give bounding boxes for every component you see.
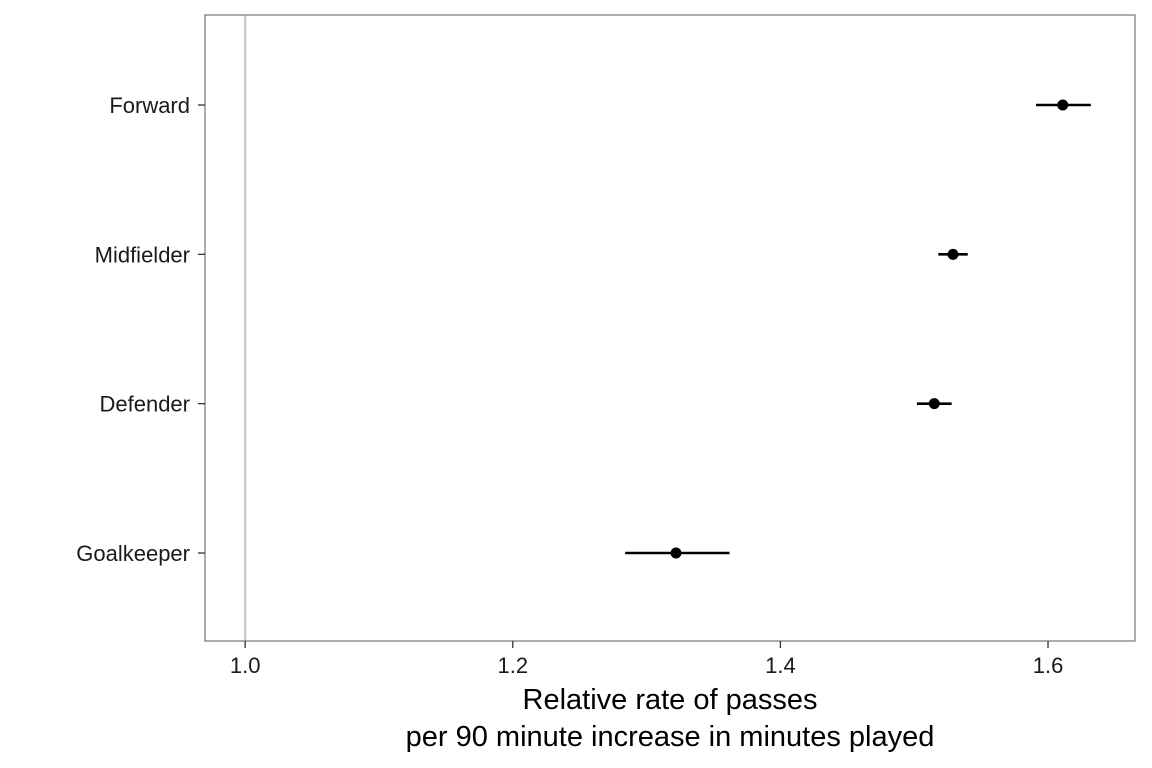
point-midfielder (947, 248, 959, 260)
data-marks-layer (625, 99, 1091, 559)
point-forward (1057, 99, 1069, 111)
y-tick-label-defender: Defender (99, 392, 190, 417)
x-tick-label-0: 1.0 (230, 653, 261, 678)
x-axis: 1.0 1.2 1.4 1.6 (230, 641, 1063, 678)
x-tick-label-2: 1.4 (765, 653, 796, 678)
y-tick-label-forward: Forward (109, 93, 190, 118)
y-tick-label-goalkeeper: Goalkeeper (76, 541, 190, 566)
panel-border (204, 14, 1136, 642)
x-tick-label-3: 1.6 (1033, 653, 1064, 678)
point-defender (928, 398, 940, 410)
x-tick-label-1: 1.2 (497, 653, 528, 678)
y-tick-label-midfielder: Midfielder (95, 242, 190, 267)
point-goalkeeper (670, 547, 682, 559)
x-axis-title: Relative rate of passes (523, 684, 818, 716)
x-axis-title-line2: per 90 minute increase in minutes played (406, 721, 935, 753)
y-axis: Forward Midfielder Defender Goalkeeper (76, 93, 205, 566)
